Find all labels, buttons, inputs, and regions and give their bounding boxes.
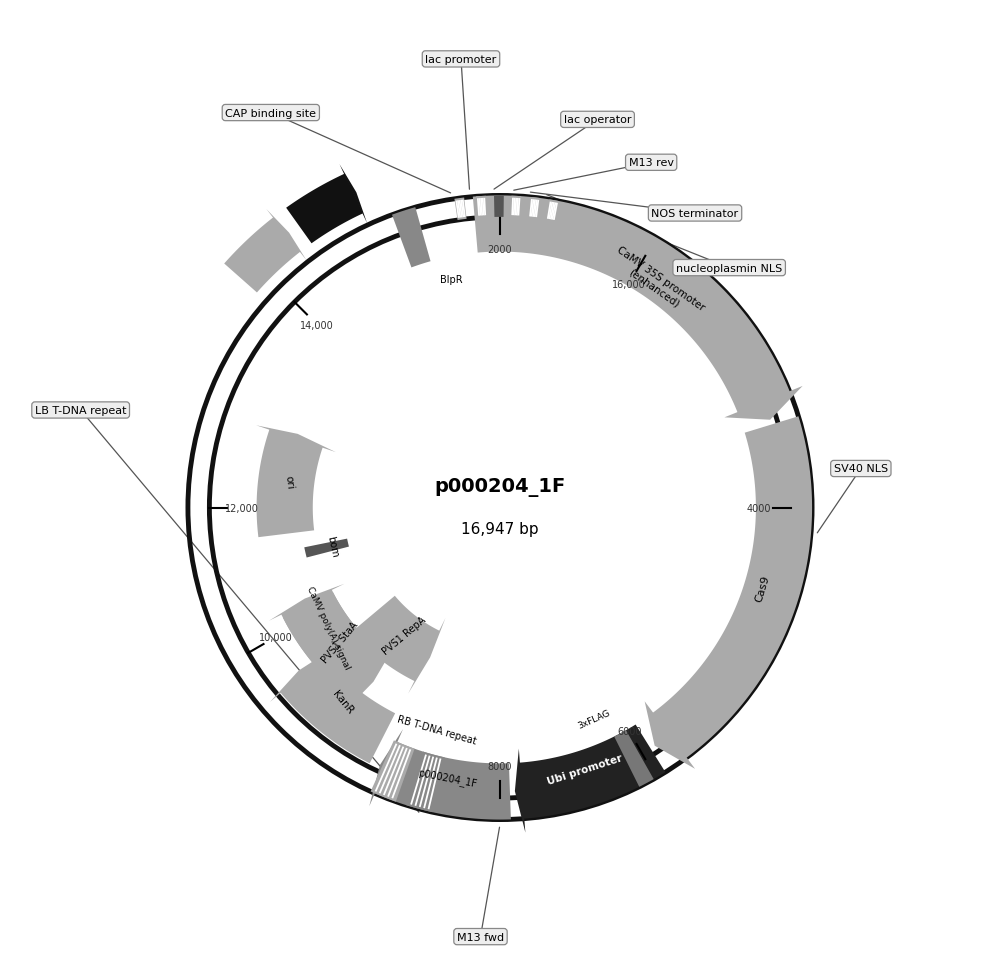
Polygon shape bbox=[256, 426, 336, 452]
Polygon shape bbox=[266, 210, 307, 261]
Polygon shape bbox=[528, 197, 540, 220]
Text: CaMV 35S promoter
(enhanced): CaMV 35S promoter (enhanced) bbox=[608, 244, 707, 322]
Polygon shape bbox=[371, 741, 415, 802]
Text: NOS terminator: NOS terminator bbox=[651, 209, 739, 219]
Text: KanR: KanR bbox=[331, 688, 355, 715]
Polygon shape bbox=[286, 175, 363, 244]
Text: 14,000: 14,000 bbox=[300, 320, 334, 330]
Text: M13 fwd: M13 fwd bbox=[457, 932, 504, 942]
Polygon shape bbox=[374, 742, 511, 820]
Polygon shape bbox=[339, 165, 367, 224]
Text: p000204_1F: p000204_1F bbox=[434, 477, 566, 496]
Polygon shape bbox=[269, 584, 344, 621]
Polygon shape bbox=[519, 725, 665, 819]
Text: 16,000: 16,000 bbox=[612, 279, 646, 289]
Polygon shape bbox=[476, 196, 487, 219]
Text: ori: ori bbox=[284, 475, 295, 489]
Text: CAP binding site: CAP binding site bbox=[225, 108, 316, 118]
Text: SV40 NLS: SV40 NLS bbox=[834, 464, 888, 474]
Polygon shape bbox=[257, 429, 323, 537]
Polygon shape bbox=[650, 417, 812, 760]
Text: Cas9: Cas9 bbox=[754, 573, 771, 603]
Polygon shape bbox=[454, 198, 467, 221]
Text: CaMV poly(A) signal: CaMV poly(A) signal bbox=[305, 585, 352, 671]
Polygon shape bbox=[724, 387, 803, 420]
Text: 4000: 4000 bbox=[746, 503, 771, 513]
Text: 8000: 8000 bbox=[488, 761, 512, 771]
Text: lac promoter: lac promoter bbox=[425, 55, 497, 64]
Polygon shape bbox=[281, 590, 372, 686]
Text: 6000: 6000 bbox=[617, 727, 641, 737]
Text: lac operator: lac operator bbox=[564, 115, 631, 125]
Polygon shape bbox=[344, 646, 395, 712]
Text: p000204_1F: p000204_1F bbox=[417, 766, 478, 788]
Polygon shape bbox=[515, 748, 525, 832]
Text: 3xFLAG: 3xFLAG bbox=[576, 707, 612, 730]
Polygon shape bbox=[406, 751, 445, 812]
Text: 16,947 bp: 16,947 bp bbox=[461, 522, 539, 537]
Polygon shape bbox=[270, 648, 334, 702]
Polygon shape bbox=[546, 200, 559, 223]
Polygon shape bbox=[304, 539, 349, 558]
Polygon shape bbox=[494, 196, 504, 218]
Text: 2000: 2000 bbox=[488, 245, 512, 255]
Polygon shape bbox=[408, 618, 445, 694]
Text: PVS1 StaA: PVS1 StaA bbox=[320, 619, 360, 664]
Polygon shape bbox=[473, 196, 791, 416]
Text: BlpR: BlpR bbox=[440, 275, 463, 284]
Text: LB T-DNA repeat: LB T-DNA repeat bbox=[35, 405, 126, 415]
Text: M13 rev: M13 rev bbox=[629, 158, 674, 168]
Polygon shape bbox=[188, 196, 812, 820]
Text: nucleoplasmin NLS: nucleoplasmin NLS bbox=[676, 264, 782, 274]
Text: 10,000: 10,000 bbox=[259, 632, 293, 642]
Text: Ubi promoter: Ubi promoter bbox=[546, 752, 624, 786]
Polygon shape bbox=[369, 729, 403, 806]
Polygon shape bbox=[280, 657, 395, 764]
Text: 12,000: 12,000 bbox=[225, 503, 259, 513]
Polygon shape bbox=[283, 593, 387, 701]
Text: bom: bom bbox=[325, 534, 340, 558]
Polygon shape bbox=[645, 701, 695, 769]
Polygon shape bbox=[224, 218, 300, 293]
Polygon shape bbox=[511, 196, 521, 218]
Text: PVS1 RepA: PVS1 RepA bbox=[381, 614, 428, 656]
Text: RB T-DNA repeat: RB T-DNA repeat bbox=[396, 713, 477, 745]
Polygon shape bbox=[352, 596, 440, 682]
Polygon shape bbox=[392, 208, 431, 268]
Polygon shape bbox=[614, 731, 654, 787]
